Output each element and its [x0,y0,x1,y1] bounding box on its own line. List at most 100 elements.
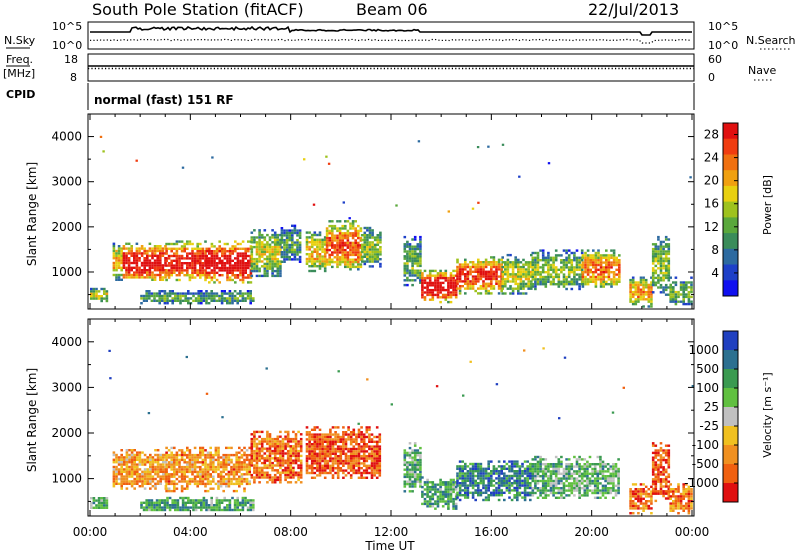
data-cell [642,276,645,279]
data-cell [308,255,311,258]
data-cell [235,465,238,469]
data-cell [297,440,300,443]
data-cell [479,261,483,264]
data-cell [247,264,250,267]
data-cell [250,241,254,244]
data-cell [531,268,535,271]
data-cell [490,273,493,276]
data-cell [205,292,208,295]
data-cell [105,290,109,293]
data-cell [194,501,198,504]
data-cell [509,263,512,266]
data-cell [408,271,412,275]
data-cell [260,430,264,434]
data-cell [243,473,246,476]
data-cell [310,433,314,436]
data-cell [362,433,366,436]
data-cell [629,278,632,282]
data-cell [271,478,274,482]
data-cell [193,480,197,483]
data-cell [168,292,172,295]
data-cell [250,255,254,258]
data-cell [263,464,267,467]
data-cell [180,250,184,253]
data-cell [552,278,555,281]
data-cell [413,478,417,481]
data-cell [159,477,162,481]
data-cell [346,258,350,261]
data-cell [253,457,256,460]
data-cell [500,289,503,293]
data-cell [159,453,162,457]
data-cell [586,261,590,264]
data-cell [487,275,490,278]
data-cell [217,487,220,490]
data-cell [150,501,154,504]
data-cell [308,265,311,268]
data-cell [578,261,581,264]
data-cell [174,294,177,298]
data-cell [368,248,372,251]
data-cell [255,476,259,479]
data-cell [187,292,190,295]
data-cell [365,464,369,467]
data-cell [411,264,414,268]
data-cell [148,501,151,504]
data-cell [123,470,126,473]
data-cell [323,248,327,251]
data-cell [120,463,123,466]
data-cell [249,281,253,284]
data-cell [213,281,216,284]
y-tick-label: 2000 [51,220,82,234]
data-cell [220,294,224,298]
data-cell [313,241,317,244]
data-cell [336,241,339,245]
data-cell [477,292,480,295]
data-cell [310,260,314,263]
data-cell [352,438,356,441]
data-cell [584,259,587,262]
data-cell [406,463,409,467]
data-cell [338,241,342,245]
data-cell [329,457,332,460]
data-cell [503,472,506,475]
data-cell [298,241,302,244]
data-cell [228,264,232,267]
data-cell [159,276,162,279]
data-cell [501,275,504,278]
data-cell [667,247,671,251]
data-cell [560,259,563,262]
data-cell [316,464,319,467]
data-cell [331,241,334,245]
data-cell [241,271,245,274]
data-cell [321,238,324,241]
data-cell [149,475,152,478]
data-cell [419,458,422,462]
data-cell [370,467,374,470]
data-cell [536,261,540,264]
data-cell [120,257,123,260]
data-cell [444,298,448,301]
data-cell [162,458,165,461]
data-cell [560,283,563,286]
data-cell [258,253,261,256]
data-cell [479,268,483,271]
data-cell [647,295,651,299]
data-cell [236,501,239,504]
data-cell [581,278,585,281]
data-cell [371,253,374,256]
data-cell [92,501,96,505]
data-cell [368,250,372,254]
data-cell [136,473,139,476]
data-cell [441,286,445,289]
data-cell [527,270,530,274]
data-cell [219,463,223,466]
data-cell [210,508,213,512]
data-cell [554,275,558,279]
data-cell [325,234,329,237]
data-cell [218,501,221,504]
data-cell [575,261,579,264]
data-cell [328,224,331,228]
data-cell [250,257,254,261]
data-cell [260,476,264,479]
